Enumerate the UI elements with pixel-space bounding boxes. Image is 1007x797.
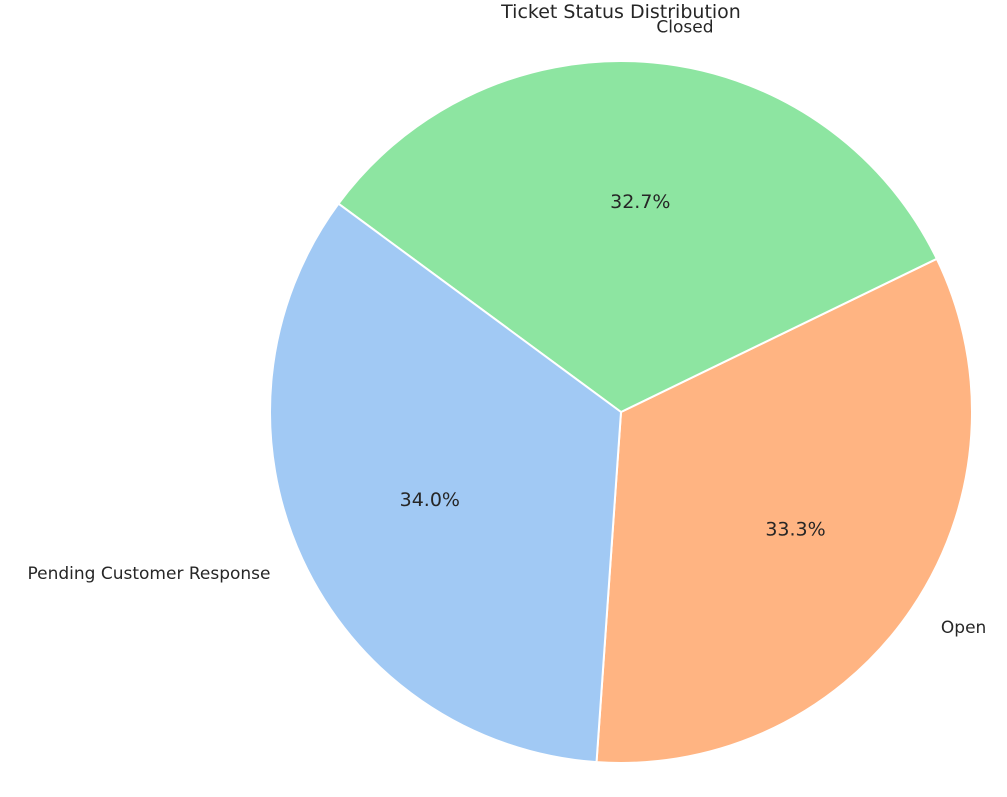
pie-labels: Open 33.3% Closed 32.7% Pending Customer Res… [28,18,987,639]
pie-slice-pending-customer-response [269,202,623,764]
pct-label-pending-customer-response: 34.0% [400,489,460,511]
pct-label-open: 33.3% [765,518,825,540]
slice-label-pending-customer-response: Pending Customer Response [28,564,271,584]
pie-slices [269,60,973,764]
pie-slice-open [595,257,973,764]
chart-title: Ticket Status Distribution [500,1,741,23]
slice-label-closed: Closed [656,18,713,38]
pct-label-closed: 32.7% [610,191,670,213]
pie-slice-closed [337,60,939,414]
slice-label-open: Open [941,618,986,638]
